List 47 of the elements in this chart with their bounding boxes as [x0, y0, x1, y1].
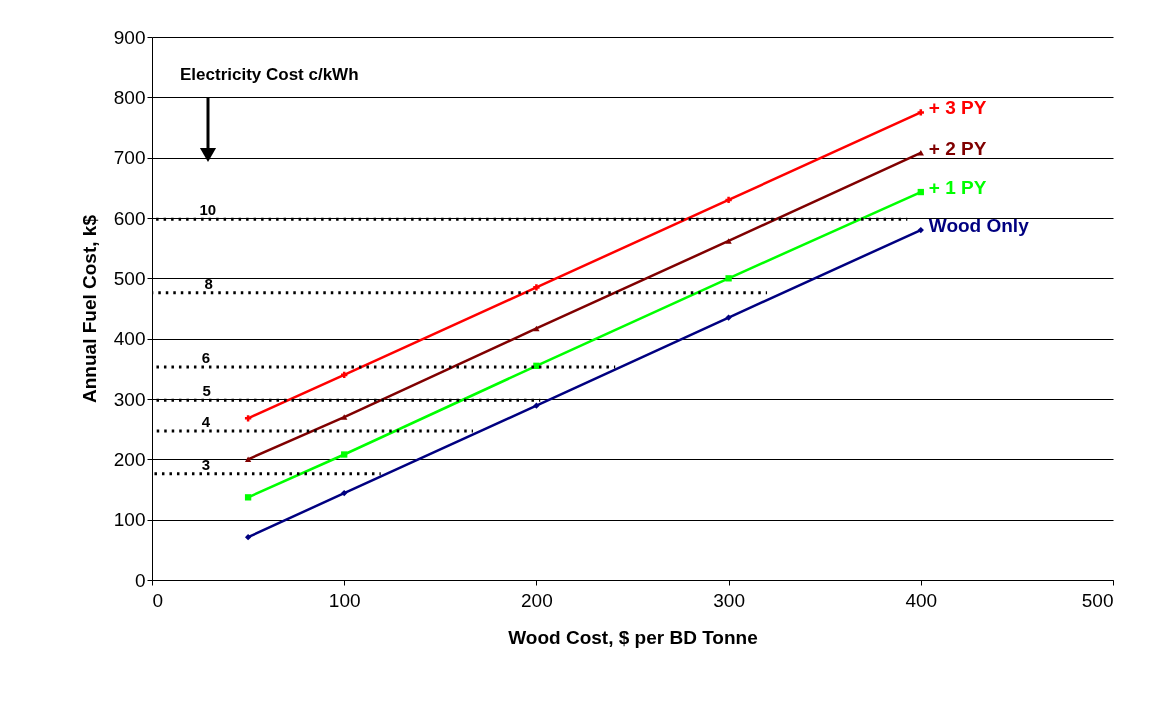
point [341, 489, 348, 497]
point [725, 238, 732, 244]
point [917, 188, 924, 196]
annotation: 8 [204, 274, 213, 292]
y-tick-label: 200 [113, 448, 146, 470]
y-tick-label: 600 [113, 207, 146, 229]
y-tick-label: 0 [134, 569, 146, 591]
y-tick-label: 500 [113, 267, 146, 289]
series-label: Wood Only [928, 215, 1030, 237]
annotation: Electricity Cost c/kWh [180, 65, 359, 84]
x-tick-label: 300 [713, 589, 745, 611]
y-tick-label: 900 [113, 26, 146, 48]
y-tick-label: 800 [113, 86, 146, 108]
y-tick-label: 300 [113, 388, 146, 410]
series-label: + 2 PY [928, 137, 987, 159]
x-tick-label: 100 [328, 589, 361, 611]
annotation: 3 [201, 455, 210, 473]
point [341, 451, 348, 458]
y-tick-label: 100 [113, 509, 146, 531]
series-label: + 1 PY [928, 177, 987, 199]
series-label: + 3 PY [928, 97, 987, 119]
point [341, 414, 348, 420]
x-axis-title: Wood Cost, $ per BD Tonne [508, 626, 758, 648]
point [917, 109, 924, 116]
x-tick-label: 400 [905, 589, 938, 611]
point [725, 196, 732, 204]
point [244, 494, 252, 501]
point [244, 534, 252, 541]
annotation: 4 [201, 412, 211, 430]
x-tick-label: 500 [1081, 589, 1114, 611]
point [725, 275, 732, 282]
point [725, 314, 732, 321]
point [917, 226, 924, 234]
y-axis-title: Annual Fuel Cost, k$ [78, 214, 100, 403]
annotation: 10 [199, 201, 217, 219]
point [533, 284, 540, 291]
y-tick-label: 400 [113, 328, 146, 350]
point [917, 150, 924, 156]
x-tick-label: 0 [152, 589, 164, 611]
x-tick-label: 200 [521, 589, 553, 611]
annotation: 6 [201, 349, 210, 367]
point [533, 325, 540, 332]
annotation: 5 [202, 382, 211, 400]
point [533, 402, 540, 409]
y-tick-label: 700 [113, 147, 146, 169]
point [244, 415, 252, 422]
point [244, 456, 252, 463]
